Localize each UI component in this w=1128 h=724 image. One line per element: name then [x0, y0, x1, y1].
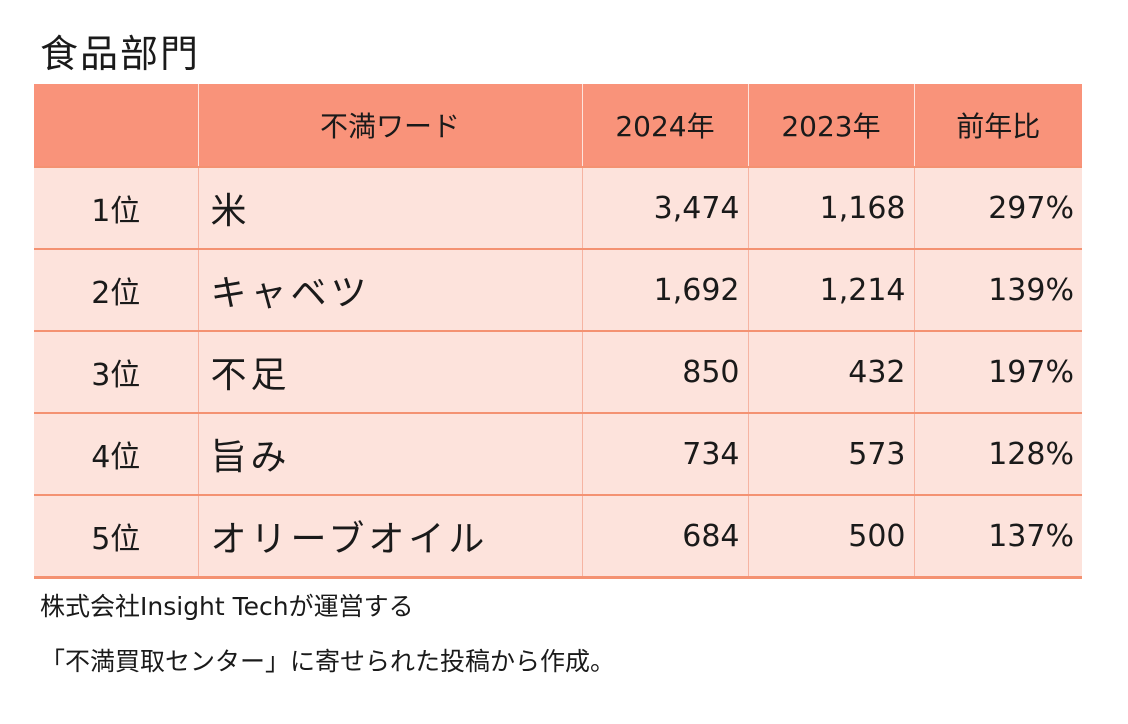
table-row: 2位 キャベツ 1,692 1,214 139% — [34, 248, 1082, 331]
word-cell: キャベツ — [198, 248, 583, 331]
ratio-cell: 137% — [914, 494, 1082, 579]
word-cell: 米 — [198, 166, 583, 249]
header-word: 不満ワード — [198, 84, 583, 167]
count-2023-cell: 500 — [748, 494, 915, 579]
count-2023-cell: 1,214 — [748, 248, 915, 331]
rank-cell: 4位 — [34, 412, 199, 495]
page-title: 食品部門 — [40, 32, 201, 76]
count-2024-cell: 684 — [582, 494, 749, 579]
word-cell: 旨み — [198, 412, 583, 495]
word-cell: オリーブオイル — [198, 494, 583, 579]
ratio-cell: 128% — [914, 412, 1082, 495]
count-2023-cell: 1,168 — [748, 166, 915, 249]
table-row: 3位 不足 850 432 197% — [34, 330, 1082, 413]
count-2024-cell: 734 — [582, 412, 749, 495]
rank-cell: 2位 — [34, 248, 199, 331]
table-row: 5位 オリーブオイル 684 500 137% — [34, 494, 1082, 579]
table-header-row: 不満ワード 2024年 2023年 前年比 — [34, 84, 1082, 167]
table-row: 1位 米 3,474 1,168 297% — [34, 166, 1082, 249]
ratio-cell: 197% — [914, 330, 1082, 413]
source-note-line-2: 「不満買取センター」に寄せられた投稿から作成。 — [40, 647, 616, 676]
source-note-line-1: 株式会社Insight Techが運営する — [40, 592, 414, 621]
header-rank — [34, 84, 199, 167]
word-cell: 不足 — [198, 330, 583, 413]
table-row: 4位 旨み 734 573 128% — [34, 412, 1082, 495]
count-2024-cell: 1,692 — [582, 248, 749, 331]
rank-cell: 3位 — [34, 330, 199, 413]
rank-cell: 5位 — [34, 494, 199, 579]
ratio-cell: 297% — [914, 166, 1082, 249]
count-2023-cell: 573 — [748, 412, 915, 495]
header-2024: 2024年 — [582, 84, 749, 167]
rank-cell: 1位 — [34, 166, 199, 249]
header-ratio: 前年比 — [914, 84, 1082, 167]
ratio-cell: 139% — [914, 248, 1082, 331]
header-2023: 2023年 — [748, 84, 915, 167]
ranking-table: 不満ワード 2024年 2023年 前年比 1位 米 3,474 1,168 2… — [34, 84, 1082, 579]
count-2024-cell: 850 — [582, 330, 749, 413]
count-2024-cell: 3,474 — [582, 166, 749, 249]
count-2023-cell: 432 — [748, 330, 915, 413]
